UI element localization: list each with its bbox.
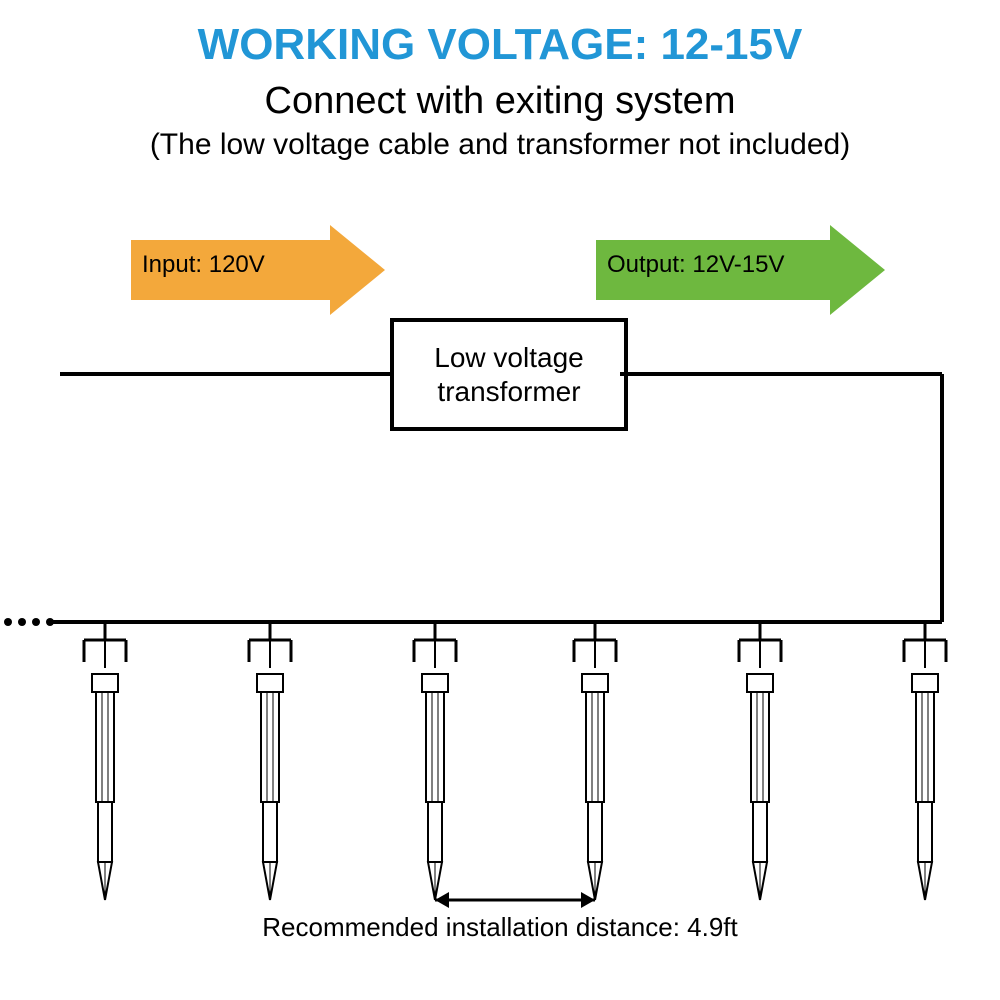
transformer-label-1: Low voltage — [434, 342, 583, 373]
subtitle: Connect with exiting system — [0, 80, 1000, 123]
transformer-label-2: transformer — [437, 376, 580, 407]
subtitle-note: (The low voltage cable and transformer n… — [0, 128, 1000, 162]
main-title: WORKING VOLTAGE: 12-15V — [0, 20, 1000, 70]
footer-distance-label: Recommended installation distance: 4.9ft — [0, 912, 1000, 943]
transformer-box: Low voltage transformer — [390, 318, 628, 431]
input-arrow-label: Input: 120V — [142, 251, 265, 279]
output-arrow-label: Output: 12V-15V — [607, 251, 784, 279]
